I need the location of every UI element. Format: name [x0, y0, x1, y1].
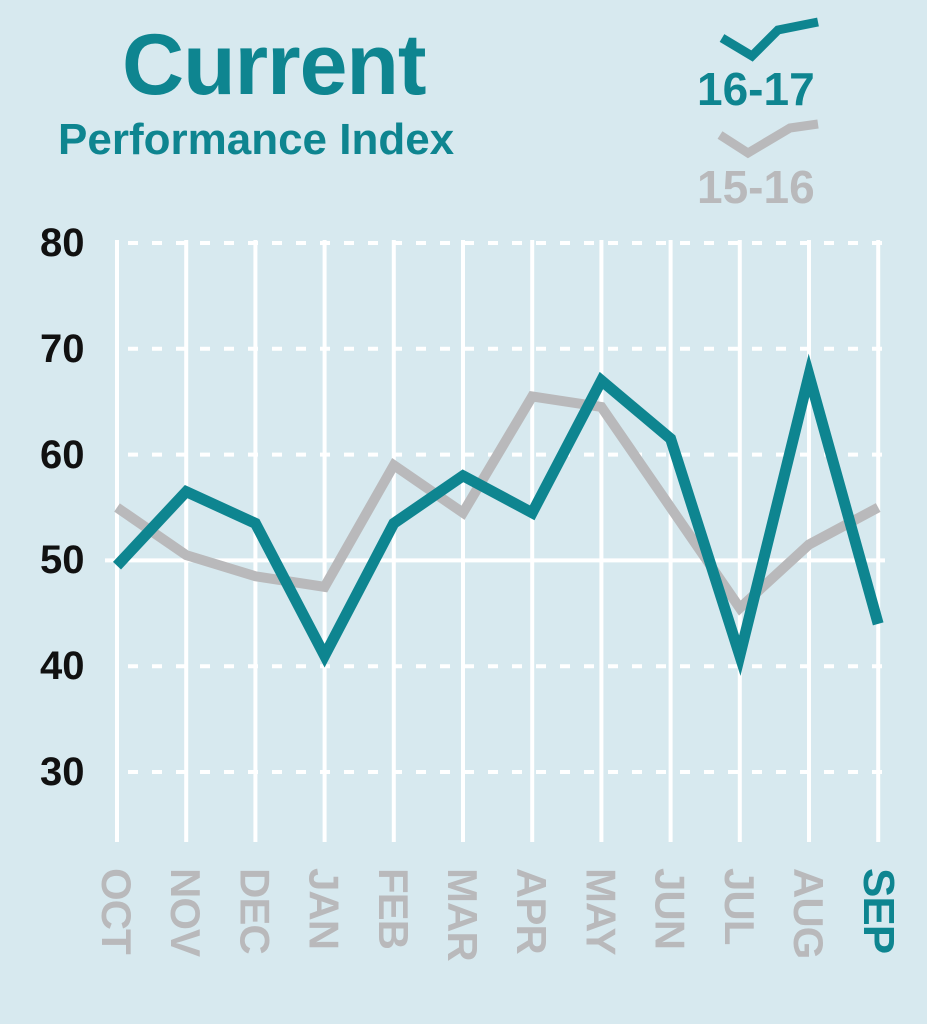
legend-swatch-15-16 [717, 119, 819, 159]
legend-swatches [717, 17, 819, 159]
x-tick-label-may: MAY [577, 868, 625, 955]
x-tick-label-nov: NOV [162, 868, 210, 957]
grid [105, 240, 885, 842]
x-tick-label-aug: AUG [785, 868, 832, 959]
y-tick-label-60: 60 [40, 432, 85, 477]
x-tick-label-jul: JUL [715, 868, 763, 945]
x-tick-label-sep: SEP [854, 868, 904, 954]
x-tick-label-jan: JAN [300, 868, 348, 950]
x-tick-label-apr: APR [508, 868, 556, 954]
y-tick-label-80: 80 [40, 221, 85, 265]
chart-subtitle: Performance Index [58, 115, 455, 164]
y-tick-label-40: 40 [40, 644, 85, 689]
series-line-16-17 [112, 353, 884, 676]
legend-label-15-16: 15-16 [697, 161, 815, 213]
x-tick-label-feb: FEB [369, 868, 417, 949]
x-tick-label-oct: OCT [93, 868, 140, 954]
series-lines [112, 353, 884, 676]
legend-swatch-16-17 [719, 17, 819, 62]
x-tick-label-dec: DEC [231, 868, 279, 954]
x-tick-label-jun: JUN [646, 868, 694, 950]
y-tick-label-50: 50 [40, 538, 85, 583]
y-tick-label-30: 30 [40, 750, 85, 794]
chart-title: Current [122, 17, 427, 113]
x-tick-label-mar: MAR [439, 868, 486, 961]
legend-label-16-17: 16-17 [697, 63, 815, 115]
y-tick-label-70: 70 [40, 326, 85, 371]
